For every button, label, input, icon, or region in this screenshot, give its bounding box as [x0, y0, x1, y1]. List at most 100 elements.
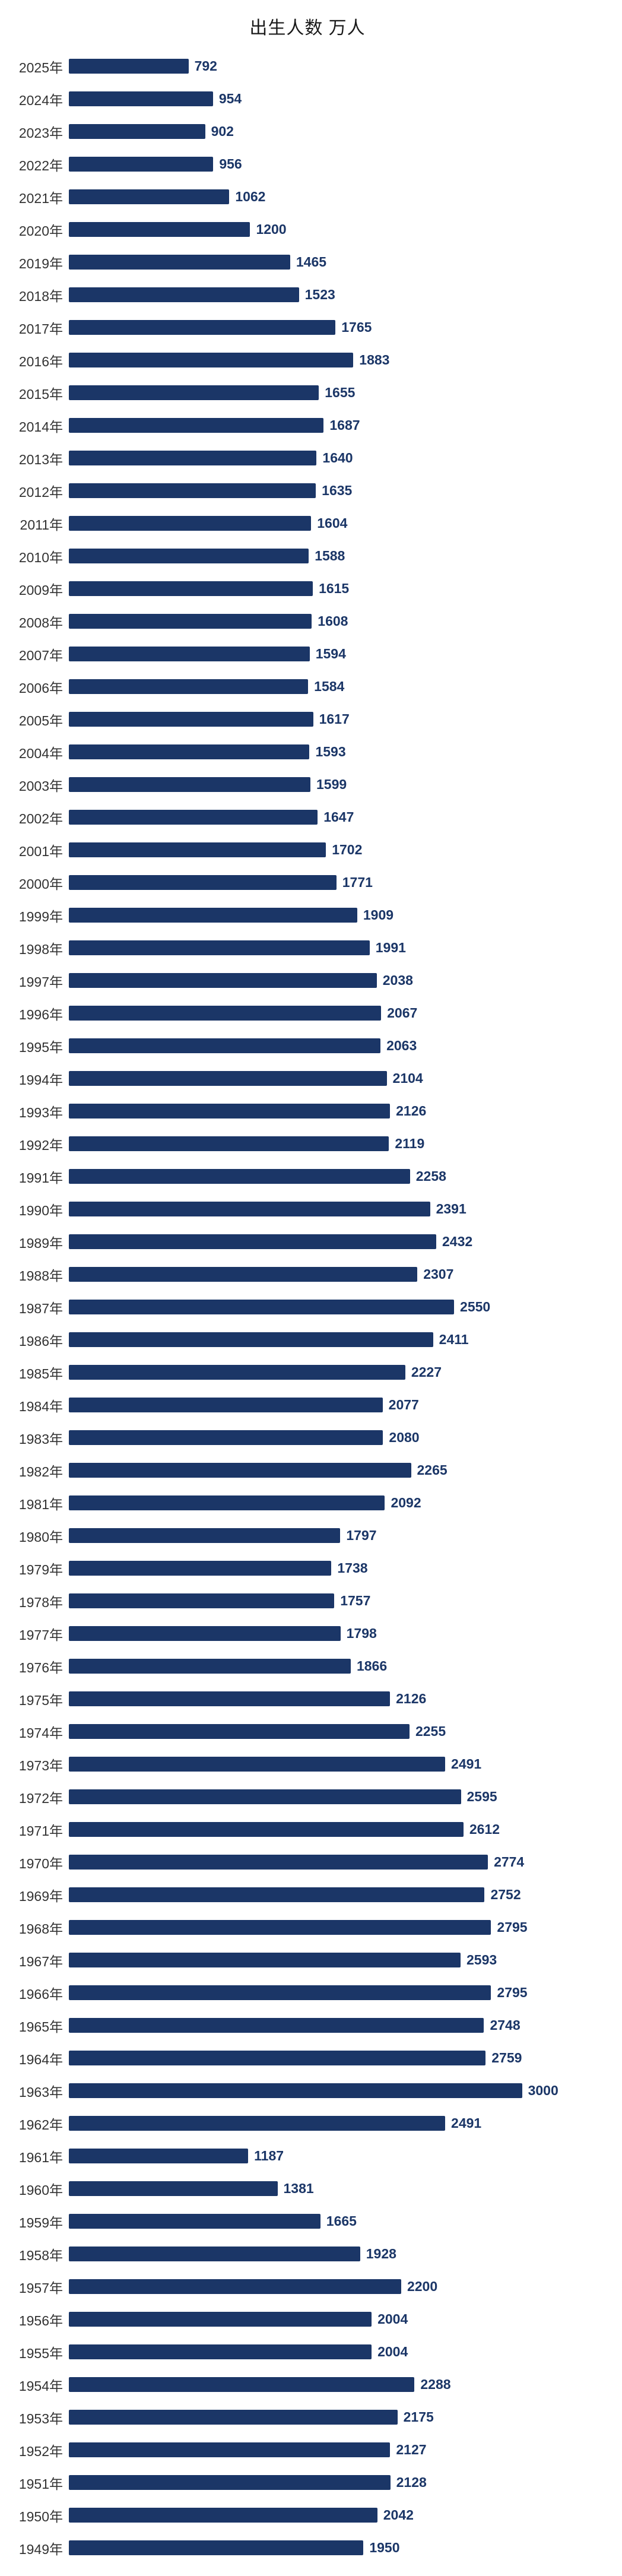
chart-row: 1996年 2067 [0, 997, 615, 1029]
value-label: 2126 [396, 1103, 427, 1119]
chart-row: 1964年 2759 [0, 2042, 615, 2074]
year-label: 1987年 [18, 1300, 63, 1316]
bar-area: 2255 [69, 1723, 615, 1739]
value-label: 1608 [318, 613, 348, 629]
chart-row: 1994年 2104 [0, 1062, 615, 1095]
chart-row: 1992年 2119 [0, 1127, 615, 1160]
bar [69, 875, 337, 890]
bar-area: 2774 [69, 1854, 615, 1870]
year-label: 1957年 [18, 2280, 63, 2296]
bar [69, 2540, 364, 2555]
bar [69, 483, 316, 498]
bar [69, 353, 354, 367]
value-label: 1604 [317, 515, 348, 531]
value-label: 2175 [403, 2409, 434, 2425]
year-label: 1954年 [18, 2378, 63, 2394]
chart-row: 2015年 1655 [0, 376, 615, 409]
bar-area: 2550 [69, 1299, 615, 1315]
year-label: 1979年 [18, 1561, 63, 1577]
bar [69, 451, 317, 465]
bar [69, 1038, 381, 1053]
value-label: 2255 [415, 1723, 446, 1739]
chart-row: 2012年 1635 [0, 474, 615, 507]
value-label: 1991 [375, 940, 406, 955]
year-label: 1995年 [18, 1039, 63, 1055]
value-label: 2759 [491, 2050, 522, 2065]
value-label: 1200 [256, 221, 287, 237]
bar-area: 2288 [69, 2377, 615, 2393]
chart-row: 1966年 2795 [0, 1976, 615, 2009]
bar [69, 2181, 278, 2196]
chart-row: 1959年 1665 [0, 2205, 615, 2238]
year-label: 1999年 [18, 908, 63, 924]
year-label: 1973年 [18, 1757, 63, 1773]
value-label: 1593 [315, 744, 346, 759]
bar [69, 2083, 522, 2098]
bar [69, 1463, 411, 1478]
bar [69, 2116, 446, 2131]
bar-area: 2127 [69, 2442, 615, 2458]
chart-row: 1952年 2127 [0, 2434, 615, 2466]
bar-area: 1604 [69, 515, 615, 531]
year-label: 1988年 [18, 1268, 63, 1284]
bar [69, 1561, 332, 1576]
value-label: 2491 [451, 1756, 482, 1772]
bar [69, 1626, 341, 1641]
bar-area: 1635 [69, 483, 615, 499]
bar [69, 1593, 335, 1608]
chart-row: 1987年 2550 [0, 1291, 615, 1323]
bar [69, 2279, 401, 2294]
year-label: 1976年 [18, 1659, 63, 1675]
year-label: 2010年 [18, 549, 63, 565]
value-label: 2612 [469, 1821, 500, 1837]
chart-row: 1979年 1738 [0, 1552, 615, 1585]
year-label: 1960年 [18, 2182, 63, 2198]
bar [69, 2410, 398, 2425]
value-label: 1665 [326, 2213, 357, 2229]
value-label: 1883 [359, 352, 390, 367]
chart-row: 1950年 2042 [0, 2499, 615, 2531]
bar [69, 2377, 415, 2392]
year-label: 2020年 [18, 223, 63, 239]
bar [69, 1822, 464, 1837]
bar-area: 956 [69, 156, 615, 172]
year-label: 1994年 [18, 1072, 63, 1088]
bar-area: 1523 [69, 287, 615, 303]
year-label: 1965年 [18, 2019, 63, 2035]
bar-area: 2104 [69, 1070, 615, 1086]
bar-area: 2004 [69, 2311, 615, 2327]
value-label: 2432 [442, 1234, 473, 1249]
year-label: 2018年 [18, 288, 63, 304]
value-label: 2593 [466, 1952, 497, 1967]
bar-area: 2227 [69, 1364, 615, 1380]
bar-area: 2175 [69, 2409, 615, 2425]
bar [69, 124, 205, 139]
bar-area: 2411 [69, 1332, 615, 1348]
bar-area: 1200 [69, 221, 615, 237]
year-label: 2024年 [18, 92, 63, 108]
value-label: 2004 [377, 2344, 408, 2359]
year-label: 1983年 [18, 1431, 63, 1447]
year-label: 1958年 [18, 2247, 63, 2263]
chart-row: 1971年 2612 [0, 1813, 615, 1846]
chart-row: 2000年 1771 [0, 866, 615, 899]
bar [69, 1071, 387, 1086]
value-label: 1635 [322, 483, 353, 498]
bar [69, 1953, 461, 1967]
bar-area: 954 [69, 91, 615, 107]
bar-area: 1797 [69, 1528, 615, 1544]
bar [69, 1267, 418, 1282]
value-label: 2411 [439, 1332, 469, 1347]
chart-row: 1969年 2752 [0, 1878, 615, 1911]
bar-area: 1909 [69, 907, 615, 923]
value-label: 1617 [319, 711, 350, 727]
year-label: 1953年 [18, 2410, 63, 2426]
value-label: 1950 [369, 2540, 400, 2555]
bar [69, 1169, 410, 1184]
chart-row: 1990年 2391 [0, 1193, 615, 1225]
chart-row: 1968年 2795 [0, 1911, 615, 1944]
value-label: 2391 [436, 1201, 466, 1216]
value-label: 1381 [283, 2181, 314, 2196]
value-label: 2265 [417, 1462, 448, 1478]
bar-area: 2612 [69, 1821, 615, 1837]
